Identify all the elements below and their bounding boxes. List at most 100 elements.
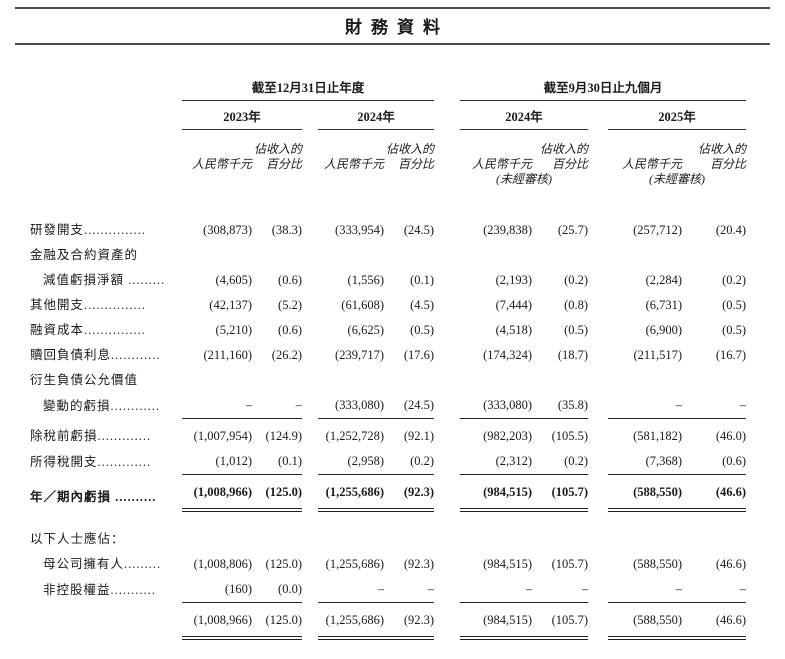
percent-cell: (0.1)	[410, 273, 435, 287]
table-row-impairment-losses: 減值虧損淨額 ......... (4,605) (0.6) (1,556) (…	[30, 268, 746, 293]
table-row-attributable-to-label: 以下人士應佔：	[30, 527, 746, 552]
percent-cell: (18.7)	[557, 348, 589, 362]
amount-cell: (1,252,728)	[325, 429, 384, 443]
table-row-loss-for-the-period: 年／期內虧損 .......... (1,008,966) (125.0) (1…	[30, 474, 747, 512]
amount-cell: (239,717)	[335, 348, 384, 362]
amount-cell: –	[608, 393, 683, 419]
subheader-percent: 百分比	[710, 157, 747, 171]
amount-cell: (1,007,954)	[193, 429, 252, 443]
percent-cell: (105.7)	[532, 602, 589, 640]
amount-cell: (160)	[182, 577, 252, 603]
page-header: 財務資料	[15, 7, 770, 45]
year-header-2024-9m: 2024年	[460, 100, 589, 130]
percent-cell: (0.1)	[252, 449, 302, 475]
percent-cell: (35.8)	[532, 393, 589, 419]
subheader-revshare: 佔收入的	[253, 142, 302, 156]
row-label: 年／期內虧損 ..........	[30, 490, 157, 504]
row-label: 非控股權益...........	[43, 582, 156, 597]
row-label: 變動的虧損............	[43, 398, 161, 413]
percent-cell: (46.6)	[715, 557, 747, 571]
percent-cell: (16.7)	[715, 348, 747, 362]
percent-cell: (46.0)	[715, 429, 747, 443]
table-row-fair-value-change-loss: 變動的虧損............ – – (333,080) (24.5) (…	[30, 393, 747, 419]
row-label: 所得稅開支.............	[30, 454, 152, 469]
percent-cell: –	[252, 393, 302, 419]
table-row-owners-of-parent: 母公司擁有人......... (1,008,806) (125.0) (1,2…	[30, 552, 746, 577]
percent-cell: (0.6)	[682, 449, 747, 475]
amount-cell: –	[318, 577, 384, 603]
percent-cell: (46.6)	[682, 602, 747, 640]
percent-cell: (24.5)	[384, 393, 435, 419]
amount-cell: (6,731)	[645, 298, 683, 312]
subheader-revshare: 佔收入的	[540, 142, 589, 156]
amount-cell: (7,444)	[495, 298, 533, 312]
row-label	[30, 603, 182, 639]
amount-cell: (333,080)	[318, 393, 384, 419]
percent-cell: (25.7)	[557, 223, 589, 237]
subheader-row-units: 人民幣千元 百分比 人民幣千元 百分比 人民幣千元 百分比 人民幣千元 百分比	[30, 157, 746, 172]
amount-cell: (174,324)	[483, 348, 533, 362]
row-label: 以下人士應佔：	[30, 532, 125, 546]
subheader-row-unaudited: (未經審核) (未經審核)	[30, 172, 746, 187]
amount-cell: (4,518)	[495, 323, 533, 337]
percent-cell: (125.0)	[252, 602, 302, 640]
percent-cell: (0.5)	[410, 323, 435, 337]
percent-cell: (17.6)	[403, 348, 435, 362]
percent-cell: (125.0)	[252, 474, 302, 512]
percent-cell: –	[682, 577, 747, 603]
section-gap	[30, 510, 746, 527]
amount-cell: (984,515)	[460, 602, 533, 640]
percent-cell: (0.5)	[564, 323, 589, 337]
amount-cell: (211,160)	[203, 348, 253, 362]
table-row-total: (1,008,966) (125.0) (1,255,686) (92.3) (…	[30, 602, 747, 640]
percent-cell: (0.2)	[564, 273, 589, 287]
percent-cell: (26.2)	[271, 348, 302, 362]
amount-cell: (2,284)	[645, 273, 683, 287]
row-label: 衍生負債公允價值	[30, 373, 139, 387]
percent-cell: (105.7)	[551, 557, 589, 571]
subheader-percent: 百分比	[265, 157, 302, 171]
amount-cell: (984,515)	[483, 557, 533, 571]
percent-cell: (105.5)	[551, 429, 589, 443]
table-row-other-expenses: 其他開支............... (42,137) (5.2) (61,6…	[30, 293, 746, 318]
amount-cell: (42,137)	[209, 298, 252, 312]
row-label: 其他開支...............	[30, 298, 146, 312]
amount-cell: (333,954)	[335, 223, 384, 237]
amount-cell: (581,182)	[633, 429, 683, 443]
percent-cell: (5.2)	[278, 298, 302, 312]
row-label: 金融及合約資產的	[30, 248, 139, 262]
row-label: 減值虧損淨額 .........	[43, 273, 166, 287]
amount-cell: (2,958)	[318, 449, 384, 475]
row-label: 母公司擁有人.........	[43, 557, 162, 571]
amount-cell: (588,550)	[633, 557, 683, 571]
amount-cell: (1,255,686)	[318, 602, 384, 640]
subheader-percent: 百分比	[398, 157, 435, 171]
amount-cell: (982,203)	[483, 429, 533, 443]
percent-cell: (125.0)	[265, 557, 302, 571]
percent-cell: (0.8)	[564, 298, 589, 312]
subheader-revshare: 佔收入的	[698, 142, 747, 156]
percent-cell: (92.3)	[384, 602, 435, 640]
table-row-non-controlling-interests: 非控股權益........... (160) (0.0) – – – – – –	[30, 577, 747, 603]
year-header-2023: 2023年	[182, 100, 302, 130]
amount-cell: (61,608)	[341, 298, 384, 312]
percent-cell: (0.2)	[384, 449, 435, 475]
percent-cell: –	[384, 577, 435, 603]
amount-cell: (239,838)	[483, 223, 533, 237]
period-header-9m: 截至9月30日止九個月	[460, 81, 747, 101]
table-row-loss-before-tax: 除稅前虧損............. (1,007,954) (124.9) (…	[30, 419, 746, 450]
subheader-amount: 人民幣千元	[191, 157, 252, 171]
financial-table: 截至12月31日止年度 截至9月30日止九個月 2023年 2024年 2024…	[30, 81, 747, 640]
amount-cell: (1,008,966)	[182, 474, 252, 512]
percent-cell: (92.1)	[403, 429, 435, 443]
percent-cell: (92.3)	[384, 474, 435, 512]
period-header-fy: 截至12月31日止年度	[182, 81, 435, 101]
percent-cell: (0.5)	[722, 298, 747, 312]
amount-cell: (2,193)	[495, 273, 533, 287]
year-header-row: 2023年 2024年 2024年 2025年	[30, 100, 747, 130]
subheader-unaudited: (未經審核)	[496, 172, 553, 186]
amount-cell: (4,605)	[215, 273, 252, 287]
subheader-revshare: 佔收入的	[386, 142, 435, 156]
subheader-unaudited: (未經審核)	[649, 172, 706, 186]
